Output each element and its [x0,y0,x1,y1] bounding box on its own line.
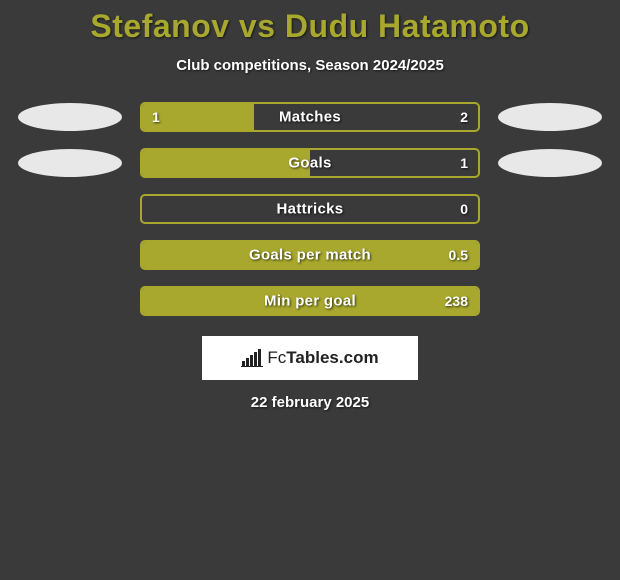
stats-list: Matches 1 2 Goals 1 Hattricks 0 Goals per match… [0,102,620,316]
page-title: Stefanov vs Dudu Hatamoto [0,8,620,45]
comparison-widget: Stefanov vs Dudu Hatamoto Club competiti… [0,0,620,411]
bar-chart-icon [241,349,263,367]
stat-label: Goals [288,155,331,172]
stat-row: Matches 1 2 [0,102,620,132]
stat-bar: Goals 1 [140,148,480,178]
logo-text: FcTables.com [267,348,378,368]
stat-row: Min per goal 238 [0,286,620,316]
stat-right-value: 0.5 [449,247,468,263]
stat-right-value: 0 [460,201,468,217]
stat-right-value: 2 [460,109,468,125]
stat-label: Hattricks [277,201,344,218]
stat-bar: Goals per match 0.5 [140,240,480,270]
stat-row: Goals per match 0.5 [0,240,620,270]
stat-bar: Hattricks 0 [140,194,480,224]
stat-label: Matches [279,109,341,126]
stat-row: Hattricks 0 [0,194,620,224]
player-right-ellipse [498,103,602,131]
stat-row: Goals 1 [0,148,620,178]
logo-box[interactable]: FcTables.com [202,336,418,380]
stat-bar: Matches 1 2 [140,102,480,132]
stat-bar: Min per goal 238 [140,286,480,316]
date-label: 22 february 2025 [0,394,620,411]
stat-label: Min per goal [264,293,356,310]
stat-left-value: 1 [152,109,160,125]
player-left-ellipse [18,149,122,177]
stat-right-value: 238 [445,293,468,309]
player-right-ellipse [498,149,602,177]
subtitle: Club competitions, Season 2024/2025 [0,57,620,74]
stat-bar-fill [142,150,310,176]
player-left-ellipse [18,103,122,131]
logo-main: Tables.com [286,348,378,367]
stat-label: Goals per match [249,247,371,264]
stat-right-value: 1 [460,155,468,171]
logo-prefix: Fc [267,348,286,367]
